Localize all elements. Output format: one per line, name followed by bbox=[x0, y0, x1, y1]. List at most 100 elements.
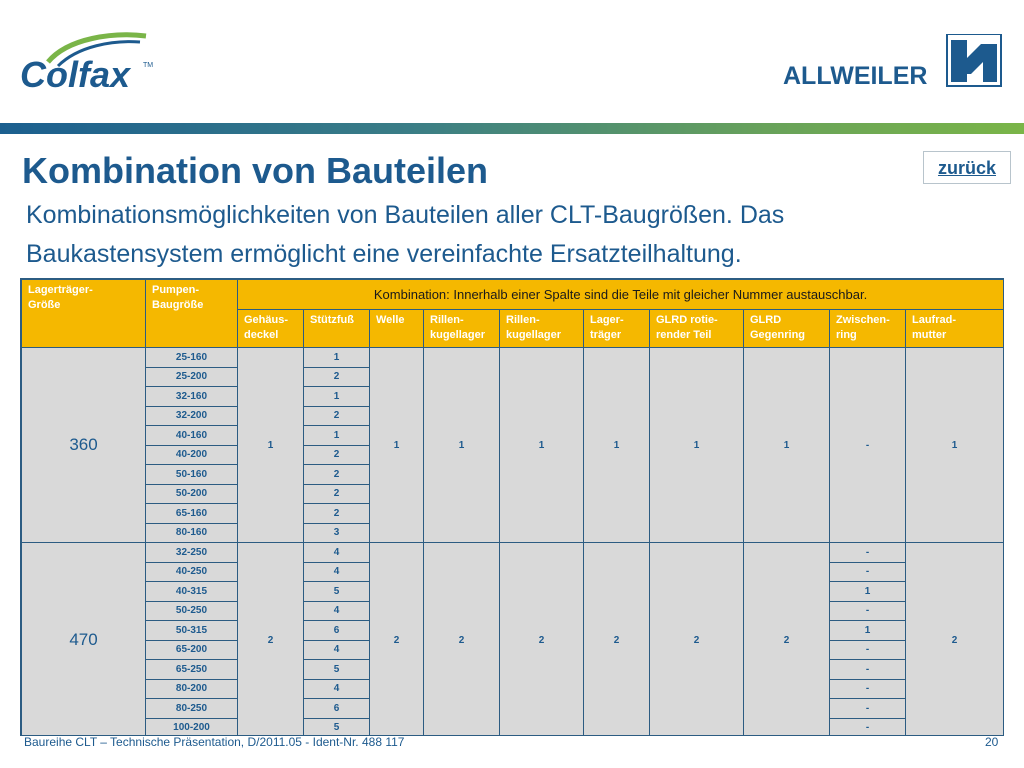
pump-size-cell: 32-200 bbox=[145, 405, 238, 426]
stuetzfuss-cell: 4 bbox=[303, 678, 370, 699]
footer-text: Baureihe CLT – Technische Präsentation, … bbox=[24, 735, 405, 749]
table-row: 360 25-160 1 1 1 1 1 1 1 1-1 bbox=[21, 347, 1003, 543]
table-row: 65-250 5 - bbox=[22, 659, 1004, 680]
zwischenring-cell: - bbox=[829, 561, 906, 582]
pump-size-cell: 40-250 bbox=[145, 561, 238, 582]
rillenkugellager-2-cell: 2 bbox=[499, 542, 584, 735]
gehaeusedeckel-cell: 1 bbox=[237, 347, 304, 543]
pump-size-cell: 50-160 bbox=[145, 464, 238, 485]
subheader-1: Stützfuß bbox=[303, 309, 370, 348]
allweiler-logo: ALLWEILER bbox=[783, 34, 1002, 90]
stuetzfuss-cell: 2 bbox=[303, 483, 370, 504]
pump-size-cell: 40-315 bbox=[145, 581, 238, 602]
back-link[interactable]: zurück bbox=[923, 151, 1011, 184]
pump-size-cell: 25-160 bbox=[145, 347, 238, 368]
pump-size-cell: 25-200 bbox=[145, 366, 238, 387]
allweiler-wordmark: ALLWEILER bbox=[783, 62, 927, 90]
subheader-9: Laufrad- mutter bbox=[904, 309, 1003, 348]
header-subrow: Gehäus- deckel Stützfuß Welle Rillen- kugel… bbox=[22, 309, 1003, 348]
zwischenring-cell: - bbox=[829, 347, 906, 543]
stuetzfuss-cell: 1 bbox=[303, 386, 370, 407]
glrd-rotierend-cell: 2 bbox=[649, 542, 744, 735]
zwischenring-cell: 1 bbox=[829, 620, 906, 641]
glrd-rotierend-cell: 1 bbox=[649, 347, 744, 543]
pump-size-cell: 40-200 bbox=[145, 444, 238, 465]
pump-size-cell: 65-160 bbox=[145, 503, 238, 524]
stuetzfuss-cell: 4 bbox=[303, 639, 370, 660]
stuetzfuss-cell: 3 bbox=[303, 522, 370, 543]
stuetzfuss-cell: 2 bbox=[303, 503, 370, 524]
stuetzfuss-cell: 1 bbox=[303, 425, 370, 446]
table-row: 470 32-250 2 4 2 2 2 2 2 2-2 bbox=[21, 542, 1003, 735]
subheader-5: Lager- träger bbox=[583, 309, 650, 348]
zwischenring-cell: - bbox=[829, 678, 906, 699]
rillenkugellager-1-cell: 2 bbox=[423, 542, 500, 735]
subheader-2: Welle bbox=[369, 309, 424, 348]
table-row: 80-160 3 bbox=[22, 522, 1004, 543]
glrd-gegenring-cell: 1 bbox=[743, 347, 830, 543]
welle-cell: 1 bbox=[369, 347, 424, 543]
zwischenring-cell: - bbox=[829, 717, 906, 735]
table-row: 50-250 4 - bbox=[22, 600, 1004, 621]
pump-size-cell: 32-160 bbox=[145, 386, 238, 407]
glrd-gegenring-cell: 2 bbox=[743, 542, 830, 735]
table-row: 25-200 2 bbox=[22, 366, 1004, 387]
lagertraeger-size-cell: 360 bbox=[21, 347, 146, 543]
subheader-6: GLRD rotie- render Teil bbox=[649, 309, 744, 348]
stuetzfuss-cell: 5 bbox=[303, 659, 370, 680]
subheader-3: Rillen- kugellager bbox=[423, 309, 500, 348]
laufradmutter-cell: 1 bbox=[904, 347, 1003, 543]
pump-size-cell: 100-200 bbox=[145, 717, 238, 735]
lagertraeger-size-cell: 470 bbox=[21, 542, 146, 735]
gehaeusedeckel-cell: 2 bbox=[237, 542, 304, 735]
slide-title: Kombination von Bauteilen bbox=[22, 150, 489, 191]
header-pumpen-baugroesse: Pumpen- Baugröße bbox=[145, 279, 238, 348]
stuetzfuss-cell: 2 bbox=[303, 405, 370, 426]
pump-size-cell: 50-250 bbox=[145, 600, 238, 621]
pump-size-cell: 80-160 bbox=[145, 522, 238, 543]
pump-size-cell: 65-250 bbox=[145, 659, 238, 680]
subheader-7: GLRD Gegenring bbox=[743, 309, 830, 348]
pump-size-cell: 40-160 bbox=[145, 425, 238, 446]
page-number: 20 bbox=[985, 735, 999, 749]
stuetzfuss-cell: 2 bbox=[303, 366, 370, 387]
lagertraeger-cell: 2 bbox=[583, 542, 650, 735]
stuetzfuss-cell: 2 bbox=[303, 444, 370, 465]
table-row: 100-200 5 - bbox=[22, 717, 1004, 735]
stuetzfuss-cell: 2 bbox=[303, 464, 370, 485]
zwischenring-cell: - bbox=[829, 542, 906, 563]
table-row: 65-200 4 - bbox=[22, 639, 1004, 660]
laufradmutter-cell: 2 bbox=[904, 542, 1003, 735]
stuetzfuss-cell: 5 bbox=[303, 717, 370, 735]
zwischenring-cell: - bbox=[829, 698, 906, 719]
stuetzfuss-cell: 4 bbox=[303, 542, 370, 563]
subheader-8: Zwischen- ring bbox=[829, 309, 906, 348]
stuetzfuss-cell: 4 bbox=[303, 561, 370, 582]
pump-size-cell: 50-315 bbox=[145, 620, 238, 641]
lagertraeger-cell: 1 bbox=[583, 347, 650, 543]
header-combination: Kombination: Innerhalb einer Spalte sind… bbox=[236, 279, 1003, 310]
zwischenring-cell: - bbox=[829, 600, 906, 621]
header-gradient-bar bbox=[0, 123, 1024, 134]
stuetzfuss-cell: 6 bbox=[303, 698, 370, 719]
pump-size-cell: 32-250 bbox=[145, 542, 238, 563]
colfax-wordmark: Colfax bbox=[20, 54, 132, 95]
stuetzfuss-cell: 4 bbox=[303, 600, 370, 621]
stuetzfuss-cell: 6 bbox=[303, 620, 370, 641]
table-row: 40-160 1 bbox=[22, 425, 1004, 446]
zwischenring-cell: 1 bbox=[829, 581, 906, 602]
table-row: 80-200 4 - bbox=[22, 678, 1004, 699]
table-row: 40-315 5 1 bbox=[22, 581, 1004, 602]
table-row: 50-200 2 bbox=[22, 483, 1004, 504]
table-row: 32-200 2 bbox=[22, 405, 1004, 426]
colfax-logo: Colfax TM bbox=[20, 32, 153, 95]
pump-size-cell: 50-200 bbox=[145, 483, 238, 504]
header-row: Lagerträger- Größe Pumpen- Baugröße Kombin… bbox=[21, 279, 1003, 348]
zwischenring-cell: - bbox=[829, 659, 906, 680]
pump-size-cell: 80-200 bbox=[145, 678, 238, 699]
slide-subtitle: Kombinationsmöglichkeiten von Bauteilen … bbox=[26, 201, 785, 268]
trademark-mark: TM bbox=[143, 62, 153, 69]
welle-cell: 2 bbox=[369, 542, 424, 735]
subheader-0: Gehäus- deckel bbox=[237, 309, 304, 348]
pump-size-cell: 80-250 bbox=[145, 698, 238, 719]
